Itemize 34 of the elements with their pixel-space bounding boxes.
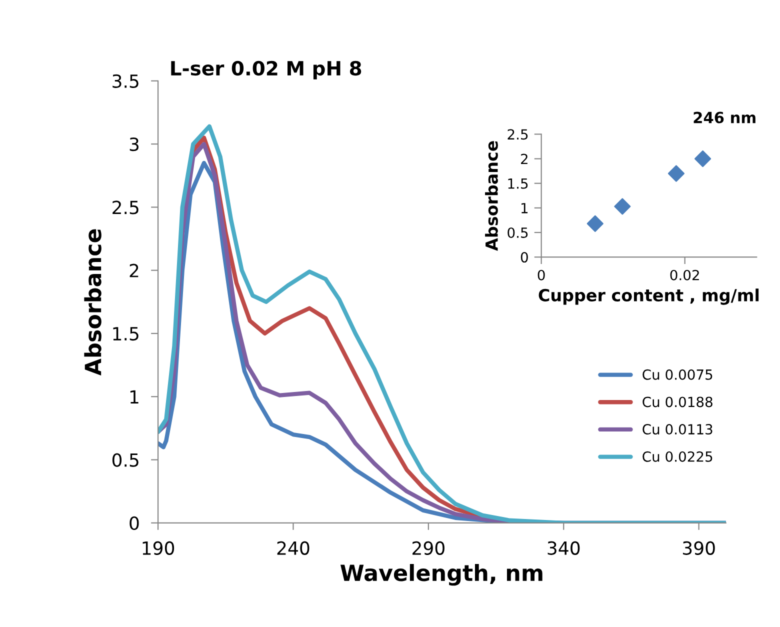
- chart-title: L-ser 0.02 M pH 8: [171, 60, 362, 80]
- y-tick-label: 2.5: [112, 200, 138, 214]
- y-tick-label: 2.5: [508, 129, 528, 140]
- y-tick-label: 2: [521, 154, 528, 164]
- y-tick-label: 3.5: [112, 74, 138, 88]
- point: [614, 198, 631, 215]
- point: [668, 165, 685, 182]
- x-tick-label: 390: [682, 541, 715, 555]
- y-tick-label: 1.5: [113, 327, 138, 341]
- legend-label: Cu 0.0113: [642, 424, 712, 435]
- x-tick-label: 340: [548, 541, 580, 555]
- y-tick-label: 0.5: [508, 227, 528, 238]
- y-tick-label: 1: [522, 203, 528, 214]
- legend-label: Cu 0.0225: [642, 451, 712, 462]
- x-tick-label: 240: [277, 541, 310, 555]
- legend-label: Cu 0.0188: [642, 396, 712, 408]
- y-tick-label: 1: [130, 390, 138, 404]
- y-tick-label: 1.5: [508, 178, 528, 189]
- x-axis-title: Wavelength, nm: [340, 564, 542, 586]
- x-tick-label: 290: [412, 541, 444, 555]
- x-tick-label: 0.02: [670, 270, 699, 280]
- y-tick-label: 0: [520, 252, 528, 263]
- x-axis-title: Cupper content , mg/ml: [538, 288, 759, 305]
- point: [586, 215, 604, 232]
- y-tick-label: 2: [130, 264, 138, 278]
- y-axis-title: Absorbance: [485, 141, 498, 251]
- y-tick-label: 0: [130, 516, 139, 530]
- y-tick-label: 3: [130, 137, 139, 152]
- y-axis-title: Absorbance: [84, 229, 102, 376]
- x-tick-label: 190: [142, 541, 174, 555]
- chart-title: 246 nm: [694, 112, 756, 124]
- legend-label: Cu 0.0075: [642, 369, 712, 380]
- y-tick-label: 0.5: [112, 453, 138, 467]
- point: [694, 150, 712, 168]
